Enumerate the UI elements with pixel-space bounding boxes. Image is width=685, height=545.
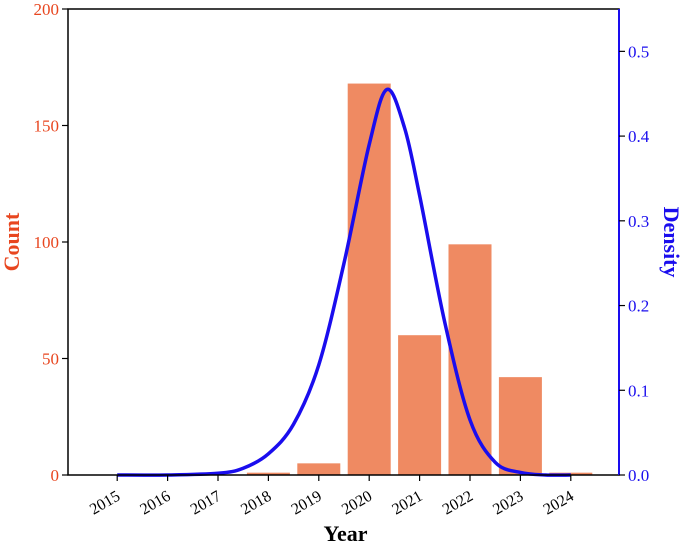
left-tick-label: 150: [34, 117, 60, 136]
bars-group: [246, 83, 593, 475]
right-y-axis-title: Density: [659, 207, 684, 278]
x-tick-label: 2022: [440, 488, 476, 519]
right-y-axis: 0.0 0.1 0.2 0.3 0.4 0.5: [618, 9, 650, 485]
x-tick-label: 2020: [339, 488, 375, 519]
right-tick-label: 0.1: [628, 381, 649, 400]
left-y-axis-title: Count: [0, 212, 24, 271]
bar-2021: [398, 335, 442, 475]
bar-2023: [498, 377, 542, 475]
x-tick-label: 2024: [541, 488, 577, 519]
right-tick-label: 0.0: [628, 466, 649, 485]
bar-2019: [297, 463, 341, 475]
x-tick-label: 2018: [238, 488, 274, 519]
bar-2022: [448, 244, 492, 475]
x-tick-label: 2021: [389, 488, 425, 519]
right-tick-label: 0.5: [628, 42, 649, 61]
right-tick-label: 0.3: [628, 212, 649, 231]
x-tick-label: 2023: [490, 488, 526, 519]
density-curve: [117, 87, 571, 477]
left-tick-label: 50: [42, 350, 59, 369]
left-y-axis: 0 50 100 150 200: [34, 0, 68, 485]
bar-2018: [246, 472, 290, 475]
left-tick-label: 100: [34, 233, 60, 252]
right-tick-label: 0.4: [628, 127, 650, 146]
x-tick-label: 2017: [188, 488, 224, 519]
density-curve-group: [117, 87, 571, 477]
x-axis-title: Year: [324, 521, 368, 545]
x-tick-label: 2015: [87, 488, 123, 519]
x-axis: 2015 2016 2017 2018 2019 2020 2021 2022 2023 2024: [87, 475, 577, 518]
x-tick-label: 2016: [137, 488, 173, 519]
left-tick-label: 0: [51, 466, 60, 485]
left-tick-label: 200: [34, 0, 60, 19]
x-tick-label: 2019: [289, 488, 325, 519]
right-tick-label: 0.2: [628, 297, 649, 316]
